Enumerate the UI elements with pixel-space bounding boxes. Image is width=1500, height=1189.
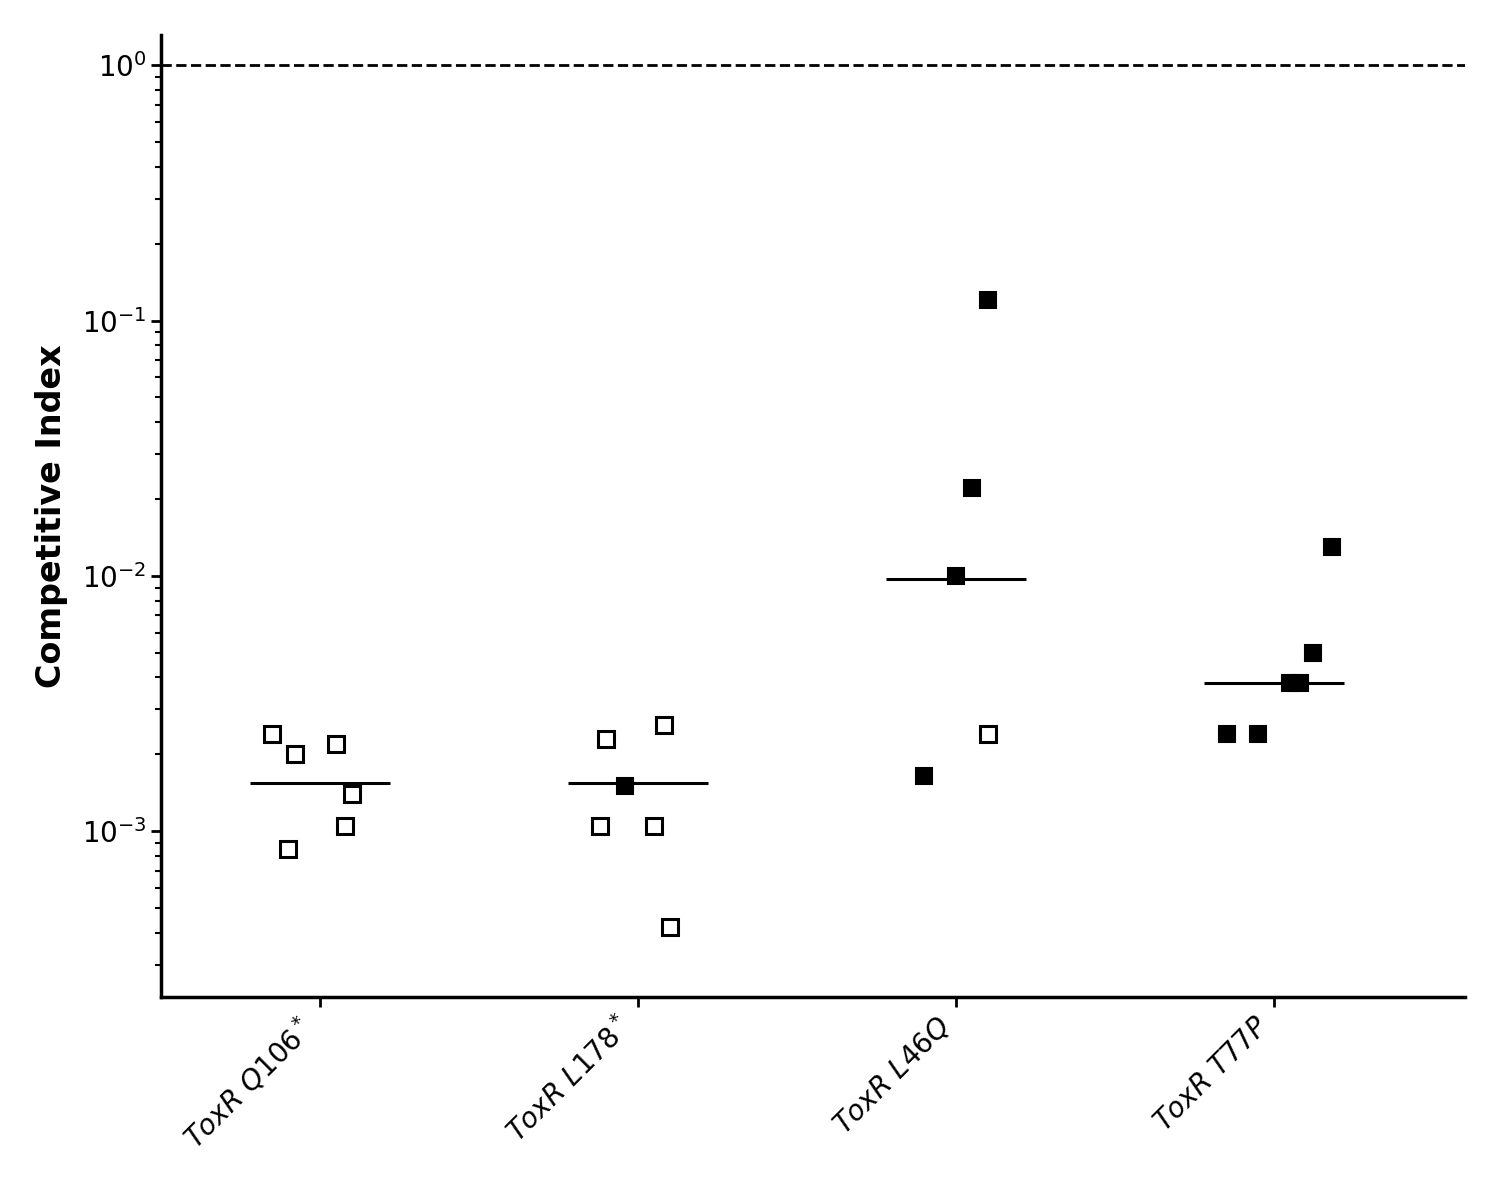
Y-axis label: Competitive Index: Competitive Index bbox=[34, 344, 68, 687]
